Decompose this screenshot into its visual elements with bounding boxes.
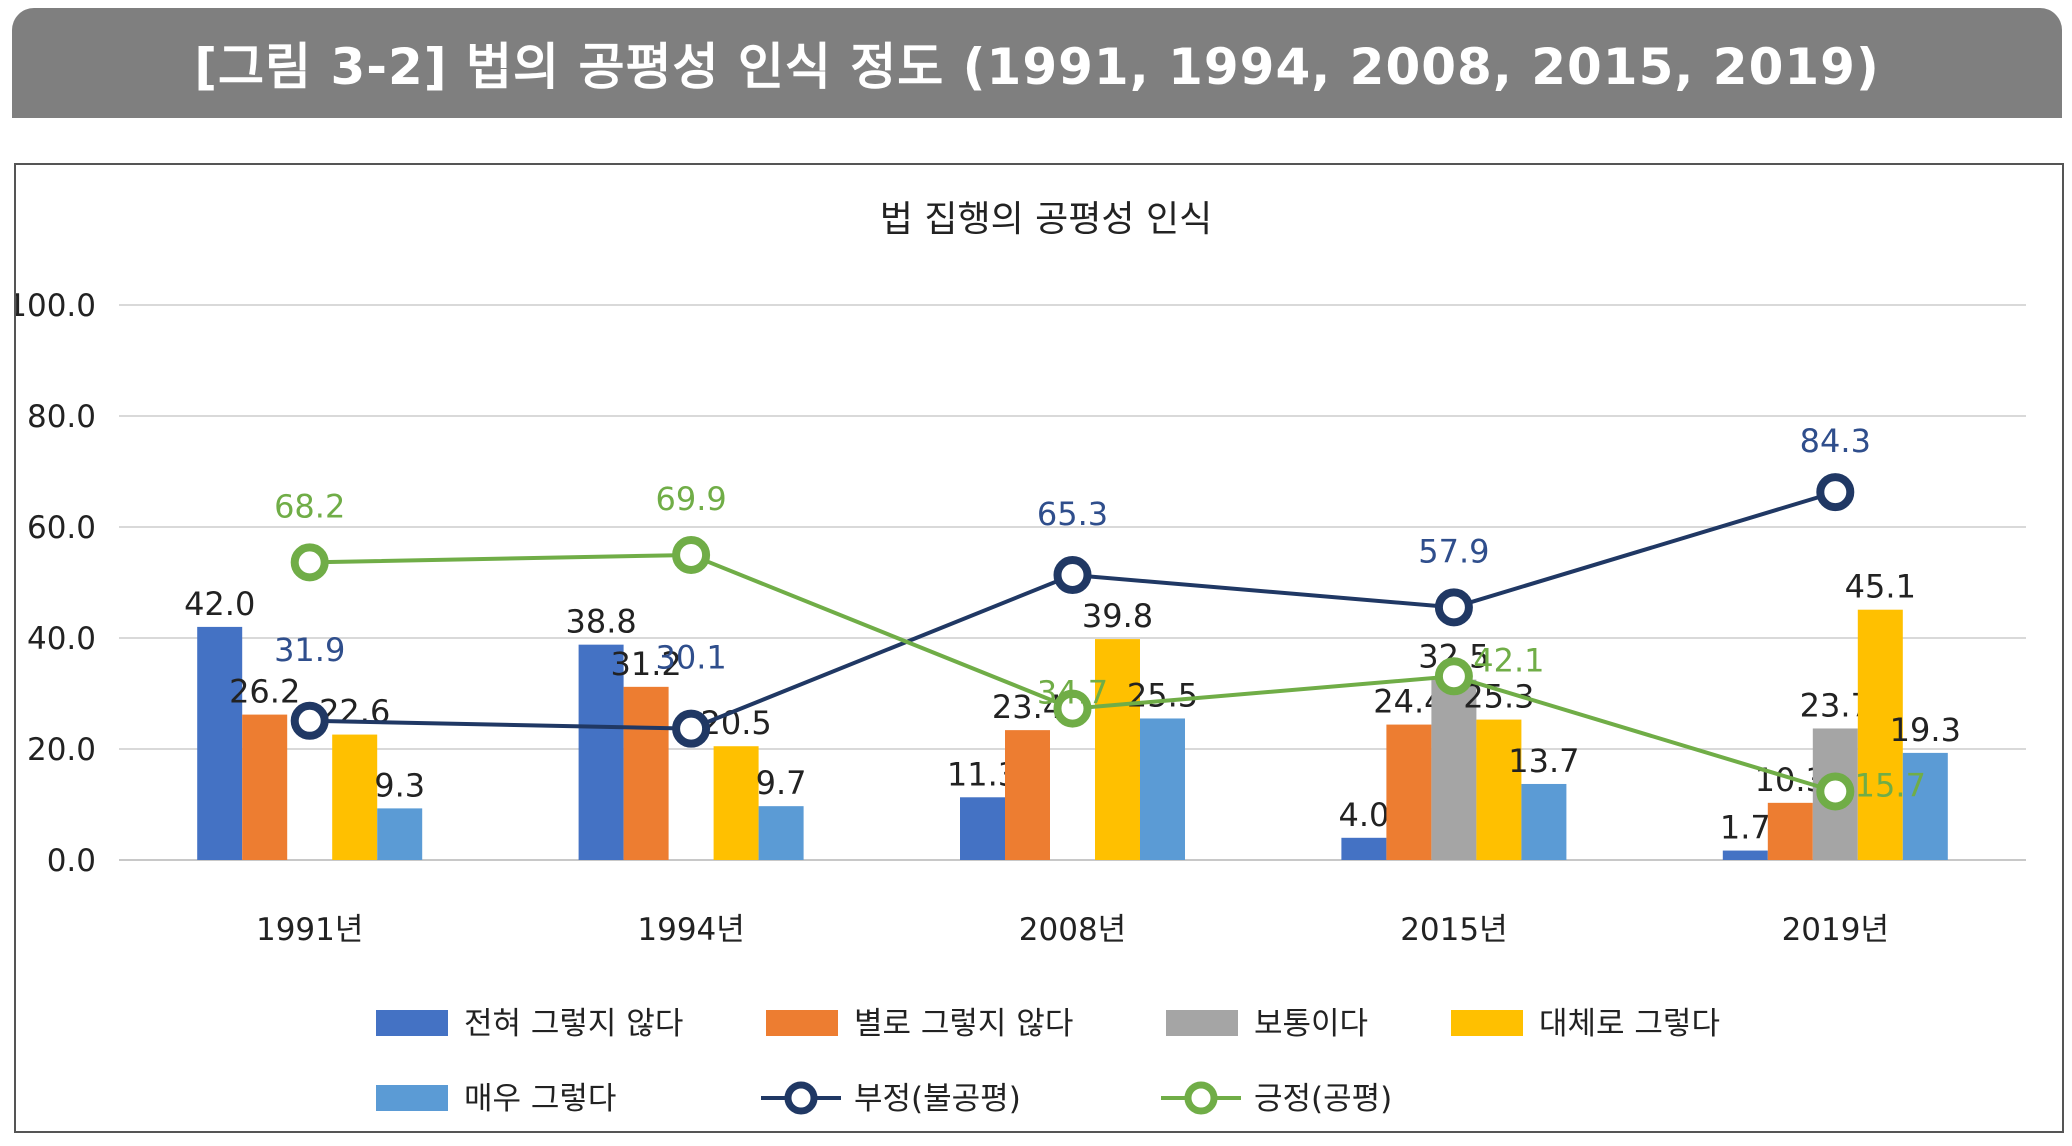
x-category-label: 2008년 bbox=[1019, 912, 1126, 948]
line-marker bbox=[1816, 473, 1855, 512]
bar-1 bbox=[578, 644, 624, 860]
legend-label: 대체로 그렇다 bbox=[1539, 1006, 1720, 1042]
bar-4 bbox=[1857, 609, 1903, 860]
bar-value-label: 45.1 bbox=[1845, 568, 1916, 606]
bar-1 bbox=[1341, 837, 1387, 860]
line-value-label: 42.1 bbox=[1473, 641, 1544, 679]
bar-1 bbox=[197, 626, 243, 860]
line-marker bbox=[1053, 689, 1092, 728]
bar-value-label: 13.7 bbox=[1508, 742, 1579, 780]
line-marker bbox=[290, 543, 329, 582]
bar-value-label: 38.8 bbox=[565, 603, 636, 641]
bar-value-label: 31.2 bbox=[610, 645, 681, 683]
legend-label: 매우 그렇다 bbox=[464, 1081, 616, 1117]
bar-4 bbox=[713, 746, 759, 860]
figure-title: [그림 3-2] 법의 공평성 인식 정도 (1991, 1994, 2008,… bbox=[194, 38, 1880, 96]
line-marker bbox=[1816, 772, 1855, 811]
line-marker bbox=[290, 701, 329, 740]
bar-value-label: 4.0 bbox=[1338, 796, 1389, 834]
legend-swatch bbox=[1451, 1010, 1523, 1036]
legend-label: 긍정(공평) bbox=[1254, 1081, 1392, 1117]
line-value-label: 69.9 bbox=[655, 480, 726, 518]
chart-container: 법 집행의 공평성 인식 0.0 20.0 40.0 60.0 80.0 100.0 1991… bbox=[14, 163, 2064, 1133]
bar-3 bbox=[1431, 679, 1477, 860]
chart-svg: 법 집행의 공평성 인식 0.0 20.0 40.0 60.0 80.0 100.0 1991… bbox=[16, 199, 2026, 1117]
legend-label: 보통이다 bbox=[1254, 1006, 1368, 1042]
legend-label: 별로 그렇지 않다 bbox=[854, 1006, 1073, 1042]
line-marker bbox=[1434, 657, 1473, 696]
legend-label: 전혀 그렇지 않다 bbox=[464, 1006, 683, 1042]
line-marker bbox=[672, 535, 711, 574]
legend-swatch bbox=[376, 1085, 448, 1111]
bar-2 bbox=[1005, 730, 1050, 860]
bar-value-label: 42.0 bbox=[184, 585, 255, 623]
bar-1 bbox=[1722, 850, 1768, 860]
line-value-label: 57.9 bbox=[1418, 532, 1489, 570]
line-value-label: 68.2 bbox=[274, 487, 345, 525]
bar-value-label: 9.7 bbox=[756, 764, 807, 802]
y-tick-label: 20.0 bbox=[27, 732, 96, 768]
line-value-label: 15.7 bbox=[1855, 766, 1926, 804]
y-tick-label: 0.0 bbox=[47, 843, 96, 879]
line-value-label: 34.7 bbox=[1037, 674, 1108, 712]
bar-value-label: 1.7 bbox=[1720, 809, 1771, 847]
line-marker bbox=[672, 709, 711, 748]
legend-label: 부정(불공평) bbox=[854, 1081, 1021, 1117]
chart-title: 법 집행의 공평성 인식 bbox=[880, 199, 1212, 240]
legend-swatch bbox=[766, 1010, 838, 1036]
bar-value-label: 22.6 bbox=[319, 693, 390, 731]
bar-5 bbox=[1902, 752, 1948, 860]
bar-value-label: 23.4 bbox=[992, 688, 1063, 726]
line-value-label: 65.3 bbox=[1037, 495, 1108, 533]
y-tick-label: 60.0 bbox=[27, 510, 96, 546]
line-marker bbox=[1434, 588, 1473, 627]
bar-value-label: 26.2 bbox=[229, 673, 300, 711]
legend-swatch bbox=[1166, 1010, 1238, 1036]
bar-5 bbox=[1521, 783, 1567, 860]
bar-5 bbox=[377, 808, 423, 860]
bar-4 bbox=[1476, 719, 1522, 860]
y-tick-label: 40.0 bbox=[27, 621, 96, 657]
y-tick-label: 100.0 bbox=[16, 288, 96, 324]
x-category-label: 1994년 bbox=[637, 912, 744, 948]
x-category-label: 1991년 bbox=[256, 912, 363, 948]
bar-value-label: 39.8 bbox=[1082, 597, 1153, 635]
bar-5 bbox=[758, 806, 804, 860]
bar-2 bbox=[242, 714, 288, 860]
bar-5 bbox=[1140, 718, 1185, 860]
y-tick-label: 80.0 bbox=[27, 399, 96, 435]
bar-2 bbox=[1767, 802, 1813, 860]
bar-value-label: 19.3 bbox=[1890, 711, 1961, 749]
legend-swatch-marker bbox=[1184, 1081, 1218, 1115]
line-value-label: 31.9 bbox=[274, 631, 345, 669]
bar-1 bbox=[960, 797, 1005, 860]
line-value-label: 30.1 bbox=[655, 639, 726, 677]
x-category-label: 2015년 bbox=[1400, 912, 1507, 948]
x-category-label: 2019년 bbox=[1782, 912, 1889, 948]
bar-value-label: 25.5 bbox=[1127, 676, 1198, 714]
bar-2 bbox=[1386, 724, 1432, 860]
figure-title-banner: [그림 3-2] 법의 공평성 인식 정도 (1991, 1994, 2008,… bbox=[12, 8, 2062, 118]
bar-4 bbox=[1095, 639, 1140, 860]
line-marker bbox=[1053, 556, 1092, 595]
bar-value-label: 9.3 bbox=[374, 766, 425, 804]
legend-swatch bbox=[376, 1010, 448, 1036]
bar-4 bbox=[332, 734, 378, 860]
legend-swatch-marker bbox=[784, 1081, 818, 1115]
line-value-label: 84.3 bbox=[1800, 422, 1871, 460]
bar-2 bbox=[623, 686, 669, 860]
